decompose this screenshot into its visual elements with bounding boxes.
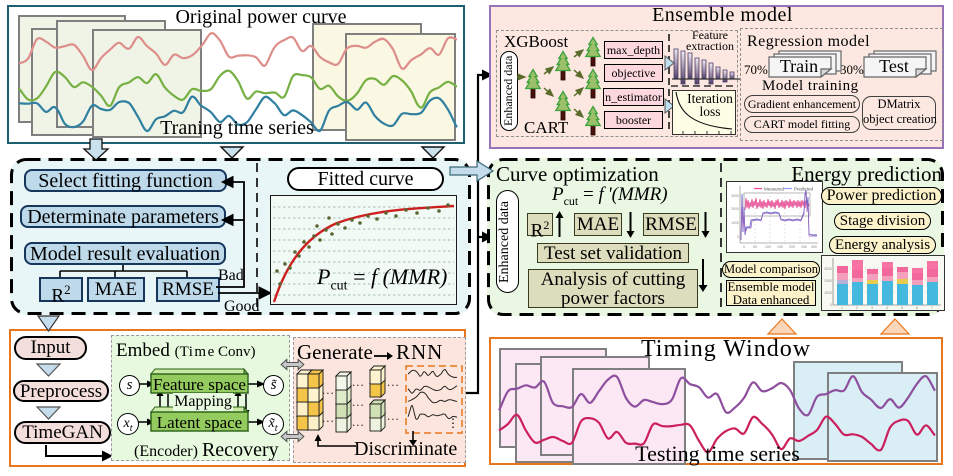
svg-text:200: 200 xyxy=(789,245,795,249)
svg-text:2000: 2000 xyxy=(824,279,832,283)
svg-text:4: 4 xyxy=(886,306,888,310)
svg-text:250: 250 xyxy=(801,245,807,249)
svg-text:Measured: Measured xyxy=(764,187,785,192)
svg-text:Predicted: Predicted xyxy=(794,187,814,192)
svg-text:...: ... xyxy=(352,374,365,389)
svg-text:2: 2 xyxy=(856,306,858,310)
svg-text:1000: 1000 xyxy=(824,291,832,295)
svg-text:50: 50 xyxy=(753,245,757,249)
svg-text:3: 3 xyxy=(871,306,873,310)
svg-text:2000: 2000 xyxy=(731,207,739,211)
svg-text:6: 6 xyxy=(916,306,918,310)
svg-text:...: ... xyxy=(322,382,335,397)
svg-text:...: ... xyxy=(322,410,335,425)
svg-text:...: ... xyxy=(352,394,365,409)
svg-text:100: 100 xyxy=(765,245,771,249)
svg-text:0: 0 xyxy=(743,245,745,249)
svg-text:1000: 1000 xyxy=(731,221,739,225)
svg-text:3000: 3000 xyxy=(824,267,832,271)
svg-text:0: 0 xyxy=(737,235,739,239)
svg-text:150: 150 xyxy=(777,245,783,249)
svg-text:...: ... xyxy=(352,414,365,429)
svg-text:1: 1 xyxy=(841,306,843,310)
svg-text:...: ... xyxy=(387,408,400,423)
svg-text:7: 7 xyxy=(931,306,933,310)
svg-text:...: ... xyxy=(387,374,400,389)
svg-text:⋮: ⋮ xyxy=(447,416,459,430)
svg-text:0: 0 xyxy=(830,303,832,307)
svg-text:300: 300 xyxy=(811,245,817,249)
svg-text:5: 5 xyxy=(901,306,903,310)
svg-text:3000: 3000 xyxy=(731,194,739,198)
